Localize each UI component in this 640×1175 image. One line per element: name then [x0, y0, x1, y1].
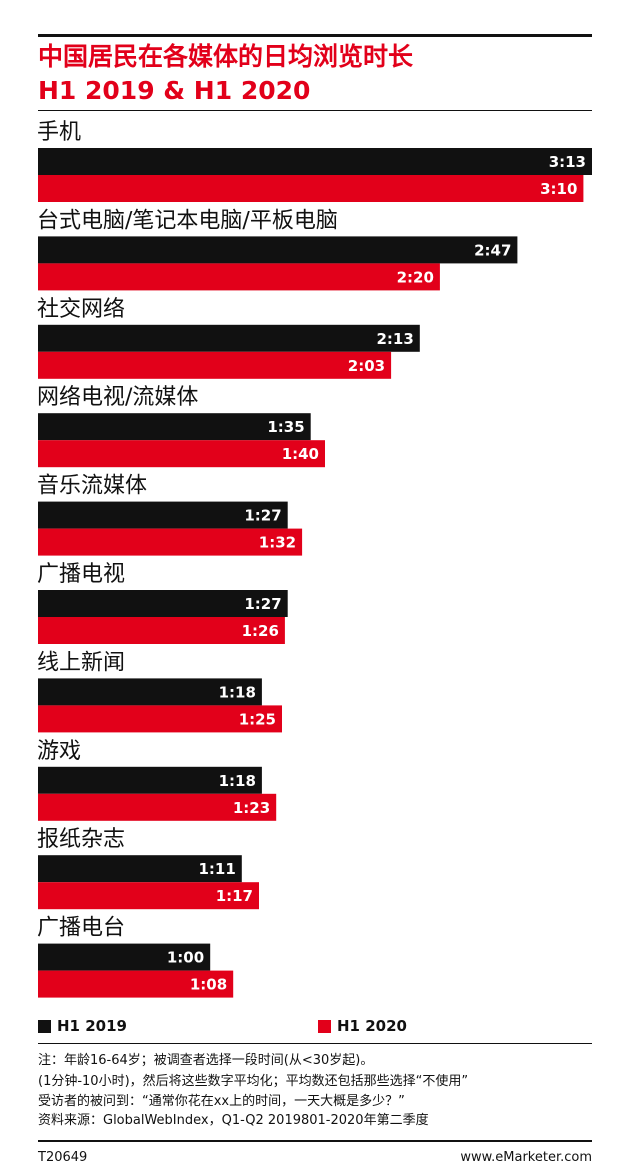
- bar-h1-2019: [38, 236, 518, 264]
- bar-chart: 手机 3:13 3:10 台式电脑/笔记本电脑/平板电脑 2:47 2:20 社交网络 2:1…: [37, 120, 592, 998]
- bar-value-label: 3:10: [540, 180, 577, 198]
- bar-h1-2020: [38, 175, 584, 202]
- bar-value-label: 1:23: [233, 799, 270, 817]
- note-line-2: (1分钟-10小时)，然后将这些数字平均化；平均数还包括那些选择“不使用”: [38, 1074, 469, 1089]
- legend-item-2019: H1 2019: [38, 1016, 127, 1036]
- bar-value-label: 1:18: [219, 683, 256, 701]
- bar-h1-2020: [38, 617, 285, 644]
- bar-value-label: 1:40: [282, 445, 319, 463]
- notes-rule: [38, 1043, 592, 1044]
- bar-value-label: 1:27: [244, 595, 281, 613]
- note-line-4: 资料来源：GlobalWebIndex，Q1-Q2 2019801-2020年第…: [38, 1113, 429, 1128]
- bar-h1-2020: [38, 793, 277, 821]
- bar-value-label: 2:13: [376, 330, 413, 348]
- bar-value-label: 1:18: [219, 772, 256, 790]
- bar-value-label: 1:27: [244, 507, 281, 525]
- brand-logo-text: www.eMarketer.com: [460, 1150, 592, 1165]
- category-label: 线上新闻: [37, 650, 125, 675]
- note-line-3: 受访者的被问到：“通常你花在xx上的时间，一天大概是多少？”: [38, 1094, 405, 1109]
- bar-value-label: 1:35: [267, 418, 304, 436]
- legend-swatch-2020: [318, 1019, 331, 1033]
- bar-h1-2019: [38, 590, 288, 617]
- legend-item-2020: H1 2020: [318, 1016, 407, 1036]
- category-label: 台式电脑/笔记本电脑/平板电脑: [37, 208, 338, 233]
- bar-h1-2019: [38, 324, 420, 352]
- bar-value-label: 1:25: [239, 710, 276, 728]
- category-label: 手机: [37, 120, 81, 145]
- bar-h1-2020: [38, 263, 440, 291]
- bar-h1-2019: [38, 413, 311, 441]
- bar-value-label: 1:00: [167, 949, 204, 967]
- bar-h1-2019: [38, 678, 262, 706]
- bar-h1-2020: [38, 882, 259, 910]
- bar-h1-2020: [38, 440, 325, 468]
- chart-subtitle: H1 2019 & H1 2020: [38, 76, 311, 105]
- bar-value-label: 1:11: [198, 860, 235, 878]
- category-label: 游戏: [37, 739, 81, 764]
- bar-value-label: 3:13: [549, 153, 586, 171]
- bar-h1-2020: [38, 705, 282, 733]
- category-label: 社交网络: [37, 297, 125, 322]
- category-label: 音乐流媒体: [37, 474, 147, 499]
- legend-label-2020: H1 2020: [337, 1017, 407, 1035]
- note-line-1: 注：年龄16-64岁；被调查者选择一段时间(从<30岁起)。: [38, 1053, 374, 1068]
- bar-value-label: 2:20: [397, 268, 434, 286]
- bar-value-label: 1:17: [216, 887, 253, 905]
- top-rule: [38, 34, 592, 37]
- title-rule: [38, 110, 592, 111]
- bar-h1-2019: [38, 148, 592, 175]
- bar-h1-2020: [38, 528, 303, 556]
- category-label: 报纸杂志: [37, 827, 125, 852]
- chart-title: 中国居民在各媒体的日均浏览时长: [38, 42, 414, 71]
- bar-value-label: 2:03: [348, 357, 385, 375]
- bar-value-label: 1:26: [242, 622, 279, 640]
- bar-h1-2019: [38, 501, 288, 529]
- bar-h1-2020: [38, 970, 234, 998]
- bottom-rule: [38, 1140, 592, 1142]
- chart-id: T20649: [38, 1150, 88, 1165]
- category-label: 广播电视: [37, 562, 125, 587]
- bar-value-label: 2:47: [474, 241, 511, 259]
- bar-value-label: 1:32: [259, 534, 296, 552]
- legend-swatch-2019: [38, 1019, 51, 1033]
- category-label: 广播电台: [37, 916, 125, 941]
- bar-h1-2019: [38, 855, 242, 883]
- bar-h1-2020: [38, 351, 392, 379]
- bar-h1-2019: [38, 766, 262, 794]
- legend-label-2019: H1 2019: [57, 1017, 127, 1035]
- bar-value-label: 1:08: [190, 976, 227, 994]
- category-label: 网络电视/流媒体: [37, 385, 198, 410]
- bar-h1-2019: [38, 943, 211, 971]
